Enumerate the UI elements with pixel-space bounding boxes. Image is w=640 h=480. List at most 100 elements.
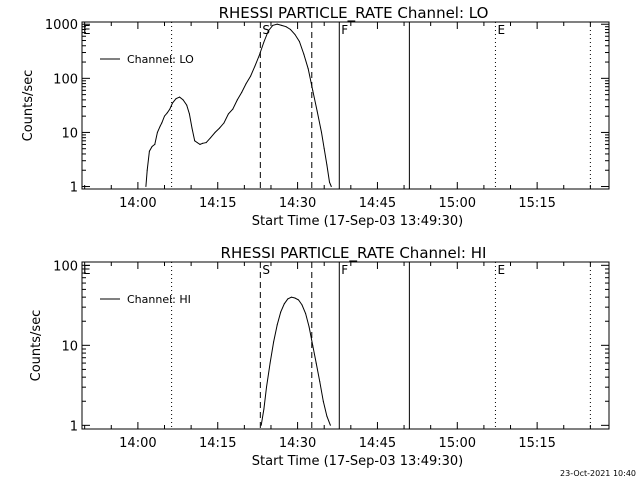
legend-label: Channel: HI — [127, 293, 191, 306]
data-point — [219, 127, 220, 129]
data-point — [263, 408, 265, 410]
data-point — [329, 424, 331, 426]
data-point — [227, 113, 229, 115]
data-point — [169, 108, 171, 110]
data-point — [186, 104, 188, 106]
data-point — [223, 122, 225, 124]
data-point — [281, 24, 283, 26]
y-tick-label: 10 — [61, 126, 78, 141]
data-point — [146, 169, 148, 171]
y-axis-label: Counts/sec — [21, 70, 36, 142]
data-point — [258, 54, 260, 56]
y-axis-label: Counts/sec — [29, 310, 44, 382]
data-point — [191, 127, 193, 129]
data-point — [285, 26, 287, 28]
data-point — [241, 91, 243, 93]
x-tick-label: 15:00 — [439, 436, 476, 451]
data-point — [322, 400, 324, 402]
data-point — [175, 98, 177, 100]
x-axis-label: Start Time (17-Sep-03 13:49:30) — [252, 454, 463, 469]
x-tick-label: 15:15 — [518, 196, 555, 211]
data-point — [276, 23, 278, 25]
data-point — [148, 150, 150, 152]
data-point — [323, 148, 325, 150]
x-tick-label: 14:30 — [279, 196, 316, 211]
data-point — [272, 24, 274, 26]
data-point — [312, 344, 314, 346]
y-tick-label: 100 — [53, 259, 78, 274]
data-point — [329, 181, 330, 183]
data-point — [298, 41, 300, 42]
series-line — [260, 296, 331, 426]
chart-panel-2: RHESSI PARTICLE_RATE Channel: HI 14:00 14:… — [29, 244, 610, 469]
data-point — [267, 30, 269, 32]
data-point — [308, 326, 310, 328]
data-point — [305, 313, 307, 314]
data-point — [145, 186, 147, 187]
data-point — [276, 324, 278, 326]
data-point — [154, 143, 156, 145]
y-tick-label: 10 — [61, 339, 78, 354]
data-point — [280, 311, 282, 313]
x-tick-label: 15:00 — [439, 196, 476, 211]
data-point — [269, 362, 271, 364]
x-tick-label: 14:00 — [119, 196, 156, 211]
data-point — [307, 68, 309, 70]
data-point — [156, 131, 158, 133]
data-point — [330, 186, 332, 187]
data-point — [273, 341, 275, 343]
data-point — [321, 131, 322, 133]
x-tick-label: 14:45 — [359, 436, 396, 451]
data-point — [194, 140, 196, 142]
x-tick-label: 14:30 — [279, 436, 316, 451]
data-point — [254, 65, 256, 67]
marker-label: E — [497, 23, 505, 37]
marker-label: E — [497, 263, 505, 277]
chart-title: RHESSI PARTICLE_RATE Channel: LO — [219, 4, 489, 23]
y-tick-label: 100 — [53, 72, 78, 87]
data-point — [210, 137, 212, 139]
data-point — [315, 362, 317, 364]
data-point — [326, 164, 328, 166]
x-tick-label: 14:15 — [199, 436, 236, 451]
plot-frame — [81, 21, 610, 190]
data-point — [266, 386, 267, 388]
data-point — [202, 142, 204, 144]
marker-label: F — [341, 23, 348, 37]
data-point — [298, 299, 299, 301]
data-point — [179, 96, 181, 98]
data-point — [294, 297, 296, 299]
data-point — [316, 110, 318, 112]
data-point — [166, 112, 168, 114]
y-tick-label: 1 — [70, 419, 78, 434]
marker-label: S — [262, 263, 270, 277]
data-point — [290, 29, 291, 30]
data-point — [236, 99, 238, 101]
data-point — [205, 142, 207, 144]
corner-marker-label: E — [83, 23, 91, 37]
data-point — [301, 304, 303, 306]
y-tick-label: 1000 — [45, 18, 78, 33]
chart-panel-1: RHESSI PARTICLE_RATE Channel: LO 14:00 14:… — [21, 4, 610, 229]
data-point — [319, 381, 321, 383]
data-point — [245, 83, 247, 85]
data-point — [290, 296, 292, 298]
x-tick-label: 15:15 — [518, 436, 555, 451]
data-point — [263, 41, 265, 43]
data-point — [283, 303, 285, 305]
data-point — [287, 298, 289, 300]
legend-label: Channel: LO — [127, 53, 194, 66]
data-point — [159, 125, 161, 127]
data-point — [182, 99, 184, 101]
marker-label: F — [341, 263, 348, 277]
data-point — [250, 75, 252, 77]
plot-frame — [81, 261, 610, 430]
x-tick-label: 14:00 — [119, 436, 156, 451]
data-point — [294, 33, 296, 35]
series-line — [145, 23, 332, 187]
chart-title: RHESSI PARTICLE_RATE Channel: HI — [221, 244, 487, 263]
data-point — [164, 115, 165, 117]
data-point — [188, 113, 190, 115]
y-tick-label: 1 — [70, 181, 78, 196]
render-timestamp: 23-Oct-2021 10:40 — [560, 469, 636, 478]
